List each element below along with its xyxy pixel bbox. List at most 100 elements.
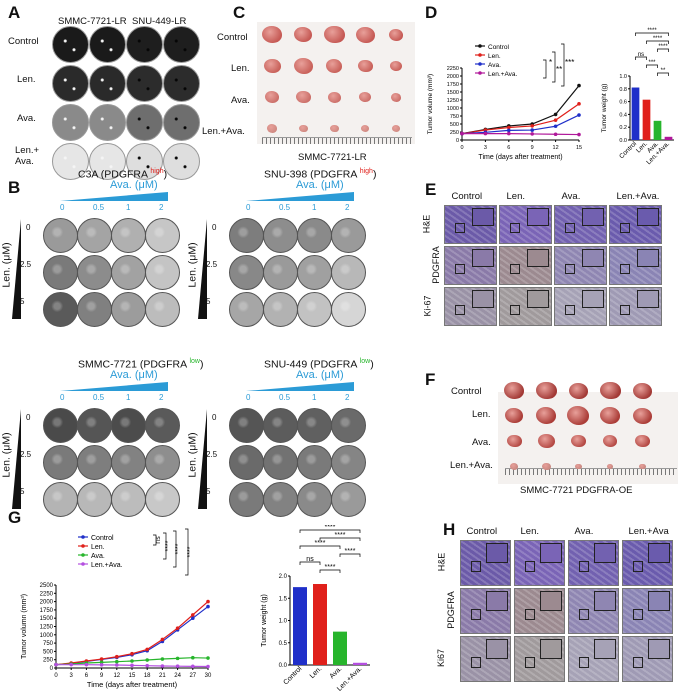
ihc-inset [540, 543, 562, 564]
panel-label-d: D [425, 3, 438, 22]
data-point [130, 663, 134, 668]
y-tick-label: 1.5 [279, 596, 288, 602]
tumor [390, 61, 402, 72]
len-dose-tick: 0 [212, 413, 217, 422]
len-wedge [198, 409, 207, 509]
ihc-zoom-box [620, 304, 631, 315]
ihc-inset [648, 639, 670, 660]
caption-c: SMMC-7721-LR [298, 152, 367, 163]
bar [664, 136, 673, 140]
ihc-image [444, 205, 497, 244]
colony-well [126, 65, 163, 102]
close-paren: ) [163, 168, 168, 181]
data-point [99, 657, 104, 661]
data-point [175, 656, 180, 661]
legend-marker [478, 62, 482, 66]
y-tick-label: 1000 [40, 633, 54, 639]
data-point [99, 663, 104, 667]
colony-col-smmc: SMMC-7721-LR [58, 16, 127, 27]
data-point [577, 83, 581, 88]
bar-category-label: Len. [309, 665, 324, 680]
sig-bracket [299, 561, 321, 565]
tumor [389, 29, 403, 41]
y-tick-label: 0.0 [619, 138, 627, 144]
tumor [634, 434, 650, 448]
series-line [461, 103, 580, 135]
ihc-image [499, 246, 552, 285]
ihc-row-label: PDGFRA [430, 245, 441, 284]
x-tick-label: 21 [159, 673, 166, 679]
data-point [160, 664, 165, 668]
ihc-zoom-box [470, 608, 481, 621]
tumor [359, 92, 371, 103]
y-axis-title: Tumor volumn (mm³) [21, 594, 28, 659]
ihc-image [460, 588, 511, 634]
data-point [530, 128, 534, 132]
ihc-zoom-box [510, 222, 521, 233]
x-tick-label: 3 [484, 145, 487, 151]
y-tick-label: 0.4 [619, 112, 627, 118]
ihc-inset [636, 208, 659, 226]
y-tick-label: 1750 [40, 608, 54, 614]
ihc-zoom-box [620, 222, 631, 233]
sig-label: ns [155, 536, 162, 544]
colony-row-len: Len. [17, 74, 36, 85]
y-tick-label: 1.0 [279, 619, 288, 625]
ihc-zoom-box [620, 263, 631, 274]
sig-bracket [552, 51, 556, 83]
tumor [638, 463, 646, 470]
chart-g: 0 250 500 750 1000 1250 1500 1750 2000 2250 2500 0 3… [21, 525, 370, 693]
ihc-inset [526, 249, 549, 267]
x-tick-label: 0 [460, 145, 463, 151]
tumor [293, 57, 313, 74]
tumor [568, 382, 588, 399]
tumor-row-control: Control [217, 32, 248, 43]
pdgfra-level: high [150, 168, 164, 175]
data-point [191, 664, 195, 669]
tumor [391, 93, 401, 102]
dose-well [229, 408, 264, 443]
colony-well [126, 104, 163, 141]
ruler-f [505, 468, 677, 475]
ava-axis-label: Ava. (μM) [110, 369, 158, 381]
colony-well [52, 104, 89, 141]
dose-well [263, 445, 298, 480]
len-axis-label: Len. (μM) [0, 242, 13, 288]
data-point [206, 664, 210, 669]
dose-well [297, 408, 332, 443]
ava-wedge [246, 192, 354, 201]
legend-marker [81, 562, 85, 566]
legend-label: Ava. [488, 62, 501, 69]
y-tick-label: 2250 [447, 66, 459, 72]
ihc-inset [594, 543, 616, 564]
sig-label: **** [335, 532, 346, 539]
x-tick-label: 15 [129, 673, 136, 679]
tumor [603, 435, 617, 447]
ihc-inset [581, 249, 604, 267]
dose-well [43, 292, 78, 327]
tumor [392, 125, 400, 132]
ava-wedge [246, 382, 354, 391]
dose-well [43, 482, 78, 517]
ava-dose-tick: 0 [246, 393, 251, 402]
y-tick-label: 1.0 [619, 74, 627, 80]
sig-label: ns [306, 556, 314, 563]
close-paren: ) [199, 358, 204, 371]
len-axis-label: Len. (μM) [186, 432, 199, 478]
ihc-inset [486, 591, 508, 612]
ihc-image [514, 636, 565, 682]
tumor [607, 464, 613, 470]
tumor [632, 382, 652, 399]
y-tick-label: 0.8 [619, 87, 627, 93]
ihc-image [499, 287, 552, 326]
ihc-col-label: Ava. [561, 191, 581, 202]
dose-well [331, 408, 366, 443]
ihc-image [444, 287, 497, 326]
legend-label: Len. [91, 544, 105, 551]
ava-dose-tick: 2 [159, 203, 164, 212]
ihc-zoom-box [565, 222, 576, 233]
ruler-c [262, 137, 412, 144]
ihc-image [554, 246, 607, 285]
sig-label: *** [648, 60, 656, 66]
ava-dose-tick: 0.5 [279, 393, 291, 402]
